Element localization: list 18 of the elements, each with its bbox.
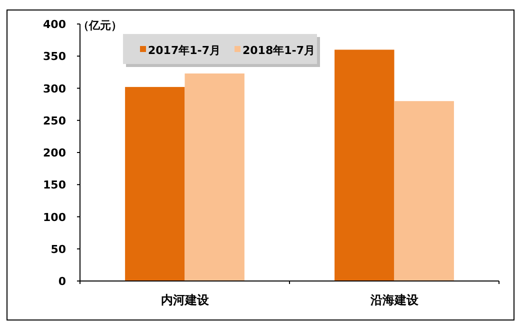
- legend-label: 2017年1-7月: [148, 44, 220, 57]
- y-tick-label: 250: [43, 114, 66, 128]
- y-tick-label: 200: [43, 146, 66, 160]
- y-axis-title: （亿元）: [78, 19, 122, 32]
- legend-label: 2018年1-7月: [242, 44, 315, 57]
- x-tick-label: 内河建设: [160, 293, 210, 307]
- bar: [334, 50, 394, 281]
- y-tick-label: 100: [43, 210, 66, 224]
- y-tick-label: 400: [43, 18, 66, 31]
- x-tick-label: 沿海建设: [369, 293, 420, 307]
- y-tick-label: 50: [50, 242, 66, 256]
- bar: [394, 101, 454, 281]
- y-tick-label: 150: [43, 178, 66, 192]
- y-tick-label: 350: [43, 50, 66, 64]
- bar: [125, 86, 185, 281]
- bar: [184, 73, 244, 281]
- y-tick-label: 0: [58, 275, 66, 288]
- y-tick-label: 300: [43, 82, 66, 96]
